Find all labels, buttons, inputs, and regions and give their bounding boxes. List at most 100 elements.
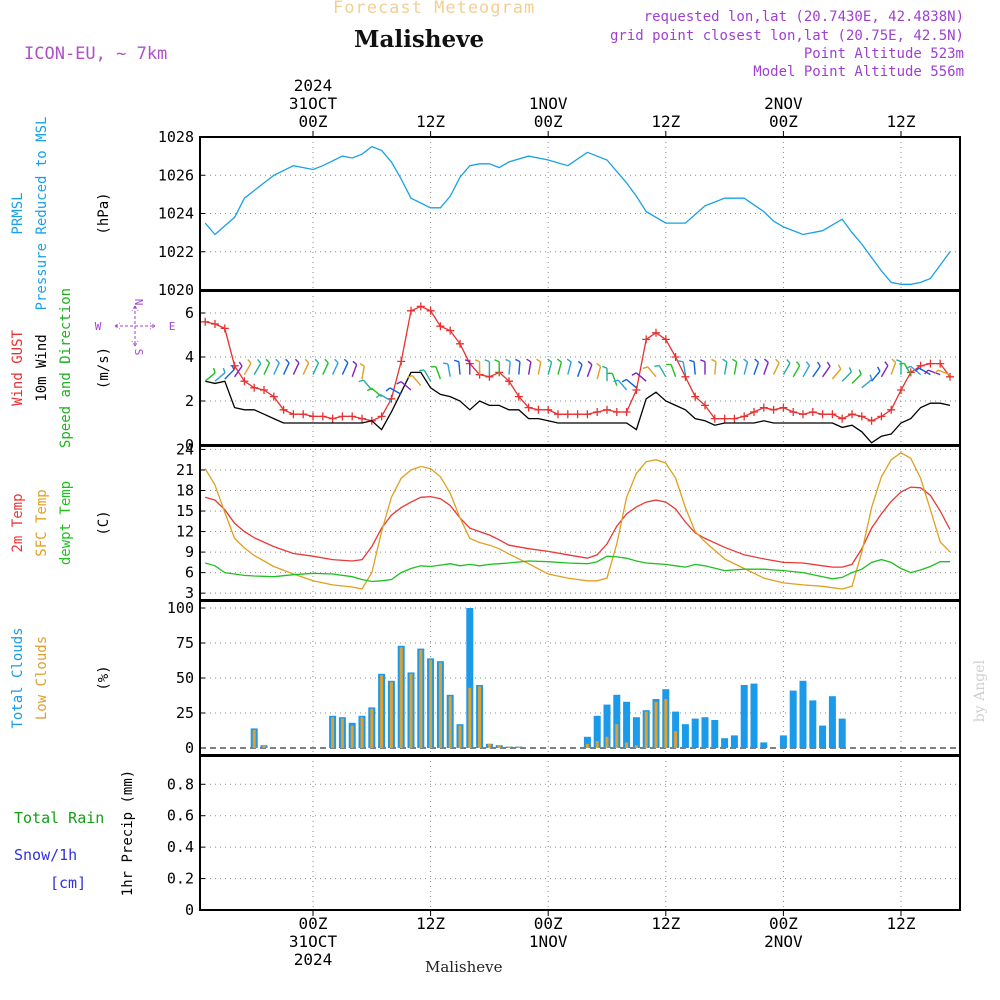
- wind-barb-flag: [238, 361, 243, 367]
- bar-total-clouds: [721, 738, 729, 748]
- bar-low-clouds: [380, 675, 384, 748]
- bar-low-clouds: [497, 745, 501, 748]
- compass-north: N: [132, 299, 145, 306]
- wind-barb: [714, 361, 717, 375]
- point-altitude: Point Altitude 523m: [803, 46, 964, 62]
- legend-snow: Snow/1h: [14, 846, 78, 864]
- x-tick-label-bottom: 00Z: [534, 914, 563, 933]
- bar-total-clouds: [632, 717, 640, 748]
- wind-barb: [918, 367, 931, 376]
- wind-barb: [871, 370, 881, 382]
- panel-frame: [199, 445, 961, 601]
- gust-marker: [818, 410, 827, 419]
- wind-barb: [243, 362, 252, 375]
- gust-marker: [603, 405, 611, 414]
- bar-total-clouds: [623, 701, 631, 748]
- gust-marker: [446, 326, 455, 335]
- gust-marker: [799, 410, 807, 419]
- gust-marker: [554, 410, 562, 419]
- y-tick-label: 0.2: [167, 870, 194, 888]
- y-axis-label: 2m Temp: [10, 493, 26, 552]
- gust-marker: [808, 408, 817, 416]
- wind-barb-flag: [474, 359, 480, 363]
- gust-marker: [661, 335, 670, 344]
- x-tick-label-bottom: 00Z: [769, 914, 798, 933]
- wind-barb-flag: [884, 361, 889, 366]
- gust-marker: [750, 408, 758, 416]
- bar-total-clouds: [730, 735, 738, 748]
- y-tick-label: 2: [185, 392, 194, 410]
- wind-barb: [312, 362, 320, 375]
- wind-barb-flag: [375, 393, 381, 399]
- wind-barb-flag: [631, 372, 637, 376]
- bar-low-clouds: [615, 724, 619, 748]
- wind-barb-flag: [786, 359, 791, 364]
- wind-barb-flag: [754, 358, 759, 363]
- gust-marker: [534, 405, 543, 414]
- y-tick-label: 1028: [158, 128, 194, 146]
- wind-barb-flag: [396, 381, 402, 385]
- wind-barb: [458, 361, 461, 375]
- bar-low-clouds: [664, 699, 668, 748]
- y-axis-label: SFC Temp: [34, 489, 50, 556]
- bar-total-clouds: [789, 690, 797, 748]
- y-tick-label: 0: [185, 436, 194, 454]
- wind-barb-flag: [419, 369, 425, 372]
- panel-frame: [199, 755, 961, 911]
- wind-barb-flag: [359, 363, 365, 367]
- gust-marker: [250, 383, 259, 392]
- gust-marker: [260, 386, 268, 394]
- banner-title: Forecast Meteogram: [333, 0, 536, 18]
- compass-arrows: [114, 305, 156, 347]
- wind-barb: [617, 379, 628, 391]
- wind-barb: [658, 365, 667, 378]
- wind-barb: [547, 361, 553, 375]
- compass-south: S: [132, 349, 145, 356]
- wind-barb-flag: [596, 362, 601, 368]
- bar-total-clouds: [613, 694, 621, 748]
- series-line-2m-temp: [205, 486, 951, 568]
- wind-barb-flag: [324, 358, 329, 364]
- wind-barb-flag: [257, 359, 262, 364]
- wind-barb: [782, 362, 791, 375]
- y-tick-label: 25: [176, 704, 194, 722]
- wind-barb: [567, 361, 572, 375]
- bar-low-clouds: [674, 731, 678, 748]
- bar-low-clouds: [370, 708, 374, 748]
- requested-coords: requested lon,lat (20.7430E, 42.4838N): [643, 9, 964, 25]
- y-axis-label: 1hr Precip (mm): [120, 770, 136, 896]
- gust-marker: [358, 414, 366, 423]
- gust-marker: [906, 368, 915, 377]
- wind-barb-flag: [314, 358, 319, 364]
- wind-barb-flag: [896, 359, 902, 363]
- wind-barb-flag: [796, 361, 801, 366]
- gust-marker: [563, 410, 572, 419]
- wind-barb-flag: [265, 358, 270, 364]
- bar-low-clouds: [644, 711, 648, 748]
- gust-marker: [730, 414, 739, 423]
- wind-barb: [214, 372, 226, 382]
- gust-marker: [867, 416, 876, 425]
- gust-marker: [583, 410, 592, 419]
- y-tick-label: 1026: [158, 166, 194, 184]
- wind-barb-flag: [924, 369, 929, 375]
- bar-total-clouds: [691, 718, 699, 748]
- panel-precip: [199, 755, 961, 911]
- wind-barb: [447, 363, 451, 377]
- wind-barb-flag: [526, 358, 532, 363]
- y-tick-label: 15: [176, 502, 194, 520]
- gust-marker: [211, 320, 219, 328]
- wind-barb: [282, 362, 290, 375]
- wind-barb: [937, 369, 951, 376]
- wind-barb-flag: [689, 359, 695, 363]
- wind-barb: [379, 393, 392, 402]
- bar-low-clouds: [634, 745, 638, 748]
- gust-marker: [436, 322, 445, 331]
- bar-low-clouds: [331, 717, 335, 748]
- wind-barb: [253, 362, 262, 375]
- bar-low-clouds: [360, 717, 364, 748]
- y-tick-label: 50: [176, 669, 194, 687]
- bar-low-clouds: [252, 729, 256, 748]
- bar-low-clouds: [262, 745, 266, 748]
- y-tick-label: 6: [185, 564, 194, 582]
